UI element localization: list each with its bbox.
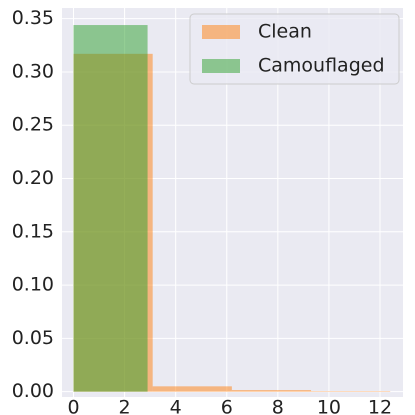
legend-label: Clean [258,21,312,43]
legend-box [189,13,400,85]
bar [231,390,312,392]
y-tick-label: 0.35 [12,7,54,29]
y-tick-label: 0.20 [12,167,54,189]
bar [311,391,391,392]
y-tick-label: 0.15 [12,220,54,242]
bar [152,386,232,392]
x-tick-label: 0 [67,397,79,415]
bar [73,25,148,392]
x-tick-label: 6 [221,397,233,415]
x-tick-label: 10 [317,397,341,415]
legend-swatch [202,59,240,73]
y-tick-label: 0.25 [12,114,54,136]
x-tick-label: 4 [170,397,182,415]
y-tick-label: 0.05 [12,327,54,349]
x-tick-label: 12 [368,397,392,415]
y-tick-label: 0.10 [12,274,54,296]
y-tick-label: 0.00 [12,380,54,402]
x-tick-label: 2 [119,397,131,415]
legend-label: Camouflaged [258,55,385,77]
y-tick-label: 0.30 [12,60,54,82]
x-tick-label: 8 [272,397,284,415]
legend-swatch [202,25,240,39]
